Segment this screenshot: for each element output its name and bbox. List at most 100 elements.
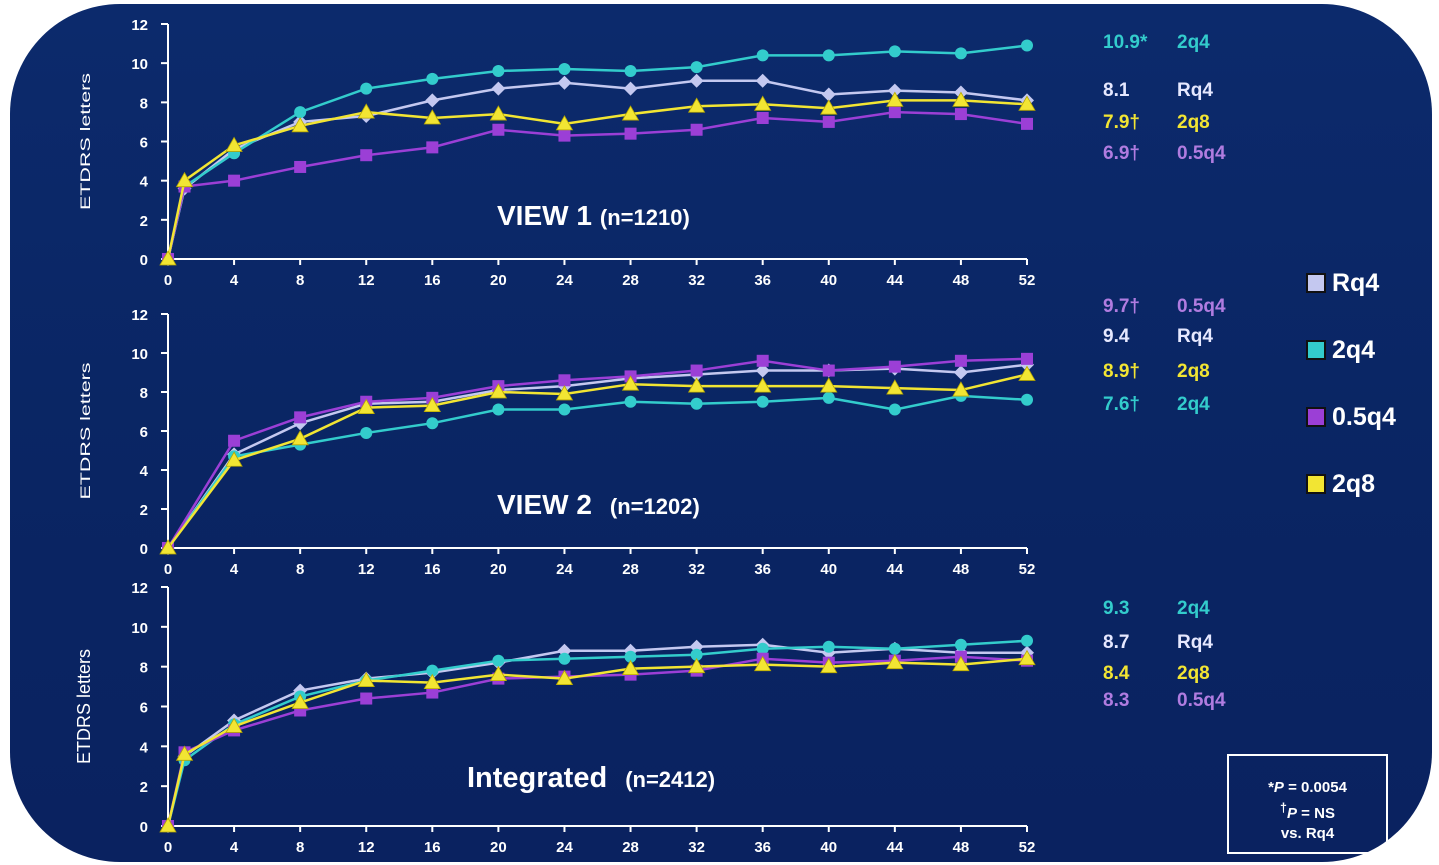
pvalue-line-1: *P = 0.0054 xyxy=(1229,778,1386,798)
x-tick-label: 16 xyxy=(424,272,441,289)
data-point-2q4 xyxy=(822,391,835,404)
y-tick-label: 8 xyxy=(140,95,148,112)
data-point-2q4 xyxy=(756,395,769,408)
x-tick-label: 16 xyxy=(424,561,441,578)
data-point-2q4 xyxy=(888,403,901,416)
data-point-2q8 xyxy=(886,91,904,107)
data-point-2q8 xyxy=(291,693,309,709)
x-tick-label: 32 xyxy=(688,561,705,578)
x-tick-label: 28 xyxy=(622,272,639,289)
x-tick-label: 16 xyxy=(424,839,441,856)
data-point-2q8 xyxy=(159,539,177,555)
data-point-0-5q4 xyxy=(690,364,703,377)
annotation-value: 8.3 xyxy=(1103,690,1130,711)
chart-title-suffix: (n=1210) xyxy=(600,205,690,230)
data-point-2q8 xyxy=(225,717,243,733)
series-line-2q4 xyxy=(166,394,1028,549)
annotation-label: Rq4 xyxy=(1177,326,1213,347)
annotation-value: 7.9† xyxy=(1103,112,1140,133)
data-point-2q8 xyxy=(555,385,574,401)
y-tick-label: 10 xyxy=(131,346,148,363)
asterisk-mark: * xyxy=(1268,779,1274,796)
data-point-rq4 xyxy=(623,81,638,96)
annotation-value: 9.7† xyxy=(1103,296,1140,317)
data-point-rq4 xyxy=(491,81,506,96)
y-tick-label: 2 xyxy=(140,779,148,796)
data-point-2q8 xyxy=(952,381,970,397)
data-point-2q4 xyxy=(1021,39,1033,52)
y-tick-label: 4 xyxy=(140,739,149,756)
annotation-label: Rq4 xyxy=(1177,632,1213,653)
series-0-5q4 xyxy=(162,650,1033,832)
data-point-0-5q4 xyxy=(888,106,901,119)
pvalue-line-3: vs. Rq4 xyxy=(1280,825,1335,842)
data-point-2q8 xyxy=(489,105,508,121)
x-tick-label: 24 xyxy=(556,272,573,289)
data-point-0-5q4 xyxy=(426,686,439,699)
data-point-2q8 xyxy=(820,377,838,393)
data-point-2q8 xyxy=(687,97,706,113)
x-tick-label: 4 xyxy=(230,839,239,856)
data-point-2q8 xyxy=(820,657,838,674)
annotation-value: 10.9* xyxy=(1103,32,1148,53)
x-tick-label: 52 xyxy=(1019,561,1036,578)
data-point-2q4 xyxy=(624,395,637,408)
data-point-0-5q4 xyxy=(954,108,967,121)
x-tick-label: 40 xyxy=(820,839,837,856)
x-tick-label: 8 xyxy=(296,272,304,289)
data-point-2q4 xyxy=(690,397,703,410)
x-tick-label: 24 xyxy=(556,561,573,578)
y-tick-label: 2 xyxy=(140,213,148,230)
annotation-value: 8.7 xyxy=(1103,632,1130,653)
data-point-2q8 xyxy=(687,377,706,393)
x-tick-label: 20 xyxy=(490,272,507,289)
data-point-0-5q4 xyxy=(822,115,835,128)
series-rq4 xyxy=(161,637,1034,833)
data-point-2q8 xyxy=(159,250,177,266)
y-tick-label: 0 xyxy=(140,541,148,558)
data-point-2q8 xyxy=(423,396,441,413)
x-tick-label: 4 xyxy=(230,272,239,289)
y-tick-label: 12 xyxy=(131,17,148,34)
data-point-2q4 xyxy=(558,652,571,665)
data-point-2q8 xyxy=(754,95,772,111)
legend-swatch-rq4 xyxy=(1306,273,1326,293)
data-point-2q8 xyxy=(621,375,640,391)
data-point-0-5q4 xyxy=(492,123,505,136)
data-point-0-5q4 xyxy=(294,160,307,173)
y-axis-label: ETDRS letters xyxy=(77,363,93,500)
annotation-label: 0.5q4 xyxy=(1177,143,1226,164)
annotation-0-5q4: 6.9† 0.5q4 xyxy=(1103,143,1226,165)
data-point-0-5q4 xyxy=(558,374,571,387)
y-tick-label: 6 xyxy=(140,700,148,717)
y-tick-label: 4 xyxy=(140,174,149,191)
data-point-2q4 xyxy=(756,642,769,655)
x-tick-label: 36 xyxy=(754,839,771,856)
data-point-rq4 xyxy=(887,83,902,98)
x-tick-label: 36 xyxy=(754,272,771,289)
x-tick-label: 12 xyxy=(358,839,375,856)
annotation-label: 0.5q4 xyxy=(1177,690,1226,711)
pvalue-dagger-text: = NS xyxy=(1297,805,1335,822)
data-point-2q8 xyxy=(1018,95,1036,111)
data-point-2q4 xyxy=(492,403,505,416)
data-point-rq4 xyxy=(821,87,836,102)
annotation-0-5q4: 8.3 0.5q4 xyxy=(1103,690,1226,712)
annotation-label: 0.5q4 xyxy=(1177,296,1226,317)
data-point-2q4 xyxy=(426,72,439,85)
data-point-0-5q4 xyxy=(426,141,439,154)
data-point-2q4 xyxy=(1021,634,1033,647)
data-point-2q4 xyxy=(558,63,571,76)
data-point-2q4 xyxy=(294,106,307,119)
annotation-label: Rq4 xyxy=(1177,80,1213,101)
annotation-label: 2q4 xyxy=(1177,394,1210,415)
annotation-label: 2q4 xyxy=(1177,598,1210,619)
series-line-2q8 xyxy=(166,657,1028,827)
y-tick-label: 10 xyxy=(131,56,148,73)
y-tick-label: 8 xyxy=(140,385,148,402)
legend-swatch-2q4 xyxy=(1306,340,1326,360)
x-tick-label: 0 xyxy=(164,839,172,856)
data-point-2q8 xyxy=(886,653,904,670)
